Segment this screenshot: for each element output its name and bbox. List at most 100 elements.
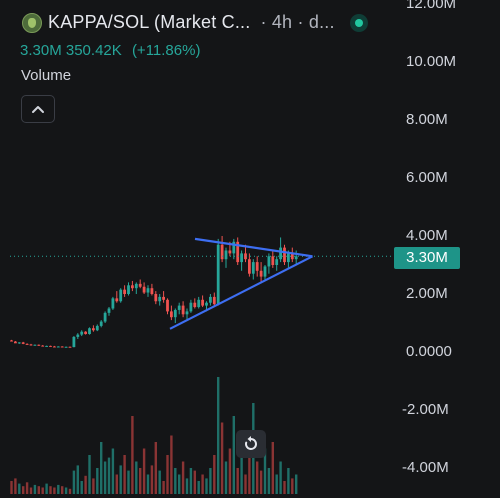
volume-bar [259,470,263,494]
live-status-icon [350,14,368,32]
volume-bar [232,416,235,494]
candle [68,346,72,348]
volume-bar [107,457,111,494]
volume-bar [131,416,134,494]
volume-bar [119,465,122,494]
volume-bar [236,468,239,494]
volume-bar [37,486,40,494]
axis-tick-label: 10.00M [406,53,457,70]
candle [60,346,64,348]
volume-bar [240,435,243,494]
volume-bar [220,422,224,494]
volume-bar [80,481,83,494]
volume-bar [256,461,259,494]
volume-bar [92,478,95,494]
volume-bar [150,465,154,494]
candle [158,296,162,302]
candle [80,331,84,335]
axis-tick-label: 12.00M [406,0,457,12]
candle [259,270,263,277]
volume-bar [267,468,271,494]
volume-bar [14,478,17,494]
price-change: 350.42K [65,42,122,59]
volume-bar [111,448,115,494]
volume-bar [174,468,177,494]
candle [150,288,154,294]
collapse-indicators-button[interactable] [21,95,55,123]
upper-trendline[interactable] [194,237,313,258]
volume-bar [291,478,294,494]
candle [162,296,165,300]
candle [279,247,282,260]
axis-tick-label: 6.00M [406,169,448,186]
volume-bar [189,468,193,494]
volume-bar [76,465,79,494]
candle [224,250,228,260]
candle [84,331,87,335]
volume-bar [100,442,103,494]
candle [33,344,37,346]
candle [111,298,115,309]
volume-bar [217,377,220,494]
candle [287,253,290,263]
volume-bar [224,461,228,494]
candle [283,247,286,263]
candle [240,253,243,263]
token-logo-icon [22,13,42,33]
lower-trendline[interactable] [169,255,313,330]
price-stats: 3.30M 350.42K (+11.86%) [20,42,200,59]
candle [103,312,107,322]
volume-bar [64,487,68,494]
candle [123,289,126,294]
candle [201,299,204,306]
candle [170,311,173,318]
candle [53,346,56,348]
candle [49,345,52,347]
pair-title[interactable]: KAPPA/SOL (Market C... · 4h · d... [48,12,335,33]
pair-name: KAPPA/SOL (Market C... [48,12,251,32]
candle [263,266,267,277]
candle [209,296,212,303]
volume-bar [88,455,91,494]
candle [177,305,181,310]
volume-bar [25,482,29,494]
volume-bar [68,488,72,494]
volume-bar [72,470,76,494]
volume-bar [181,461,185,494]
volume-bars [10,377,298,494]
volume-bar [295,474,298,494]
volume-bar [146,474,150,494]
volume-bar [142,448,146,494]
candle [131,285,134,289]
candle [92,328,95,331]
volume-bar [201,474,204,494]
candle [220,244,224,260]
candle [14,341,17,344]
reset-chart-button[interactable] [236,430,266,458]
volume-bar [154,442,157,494]
volume-bar [123,455,126,494]
volume-bar [139,468,142,494]
candle [193,302,197,308]
candle [290,253,294,260]
last-price-tag: 3.30M [394,247,460,269]
candle [10,340,13,342]
candle [212,296,216,305]
volume-bar [57,484,60,494]
volume-bar [209,468,212,494]
volume-bar [275,474,278,494]
volume-bar [166,455,169,494]
volume-bar [84,475,87,494]
volume-bar [18,483,21,494]
volume-bar [162,481,165,494]
volume-bar [49,486,52,494]
volume-bar [283,481,286,494]
candle [21,342,25,344]
candle [232,241,236,254]
candle [138,283,142,287]
volume-bar [61,486,64,494]
candle [228,250,232,254]
volume-bar [115,474,118,494]
volume-indicator-label[interactable]: Volume [21,67,72,84]
